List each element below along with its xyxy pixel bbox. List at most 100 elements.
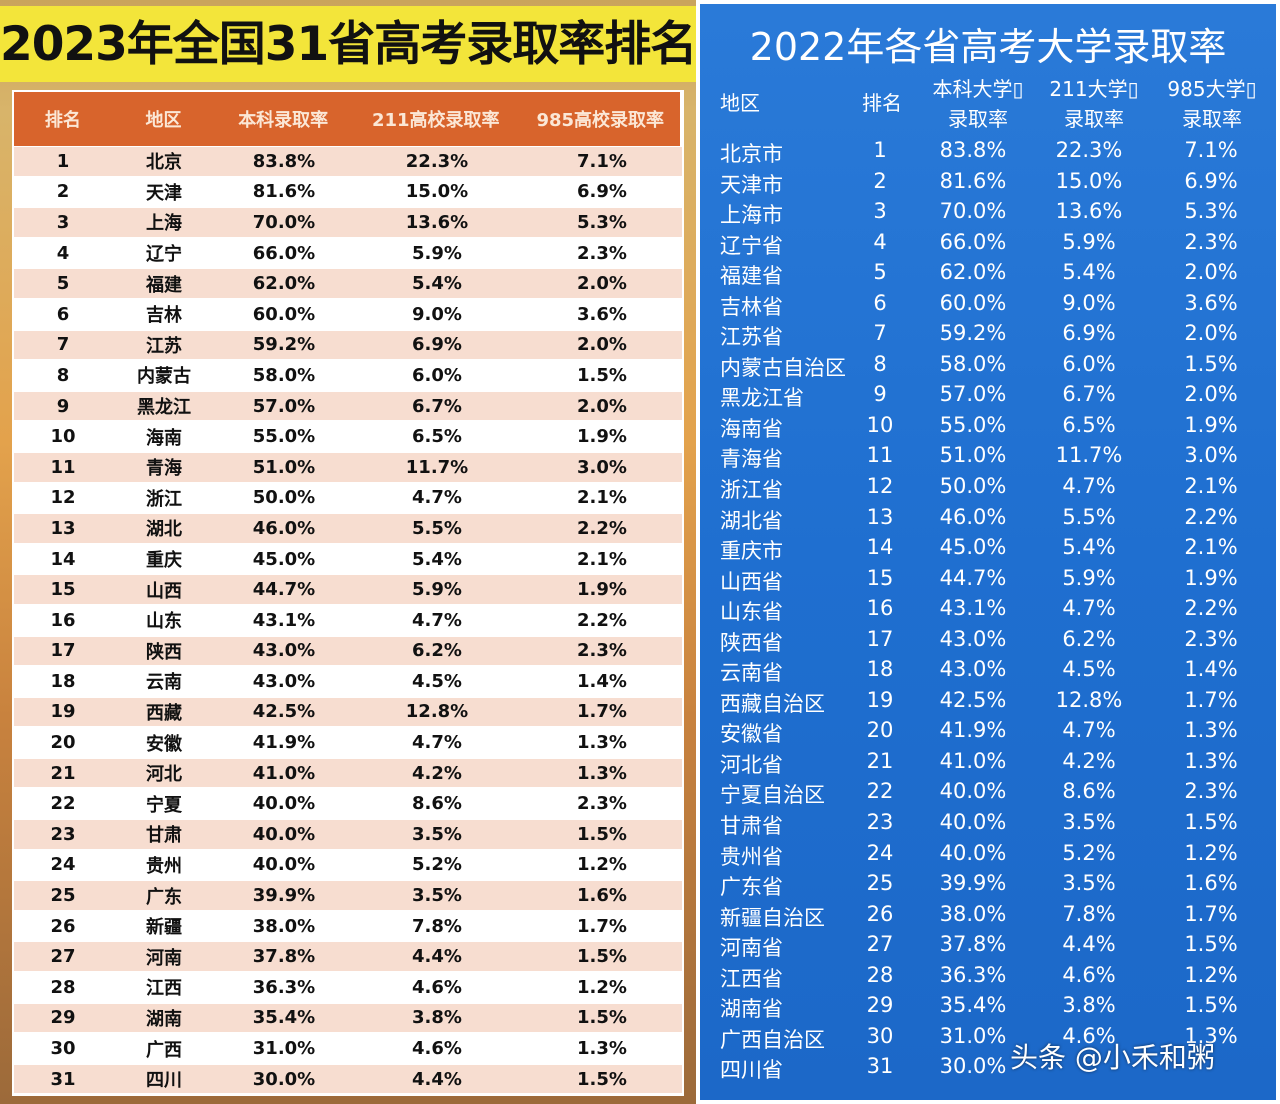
cell-bachelor-rate: 43.0% bbox=[939, 626, 1007, 651]
cell-region: 内蒙古自治区 bbox=[720, 355, 846, 380]
cell-rank: 2 bbox=[56, 181, 70, 203]
cell-region: 甘肃省 bbox=[720, 814, 783, 839]
cell-211-rate: 4.6% bbox=[412, 1038, 462, 1060]
cell-211-rate: 5.5% bbox=[412, 517, 462, 539]
table-row: 四川省 31 30.0% bbox=[700, 1052, 1276, 1083]
cell-rank: 7 bbox=[56, 334, 70, 356]
cell-985-rate: 1.3% bbox=[577, 732, 627, 754]
cell-region: 西藏自治区 bbox=[720, 691, 825, 716]
cell-bachelor-rate: 45.0% bbox=[939, 535, 1007, 560]
right-table-body: 北京市 1 83.8% 22.3% 7.1% 天津市 2 81.6% 15.0% 6.9% 上海市 3… bbox=[700, 136, 1276, 1083]
cell-region: 新疆自治区 bbox=[720, 905, 825, 930]
cell-bachelor-rate: 35.4% bbox=[939, 993, 1007, 1018]
table-row: 天津市 2 81.6% 15.0% 6.9% bbox=[700, 167, 1276, 198]
cell-bachelor-rate: 55.0% bbox=[939, 412, 1007, 437]
cell-rank: 21 bbox=[50, 762, 76, 784]
cell-rank: 21 bbox=[866, 748, 894, 773]
header-bachelor-line1: 本科大学▯ bbox=[932, 77, 1024, 101]
cell-rank: 9 bbox=[56, 395, 70, 417]
cell-region: 天津市 bbox=[720, 172, 783, 197]
cell-211-rate: 4.7% bbox=[412, 609, 462, 631]
table-row: 7 江苏 59.2% 6.9% 2.0% bbox=[14, 330, 682, 360]
table-row: 19 西藏 42.5% 12.8% 1.7% bbox=[14, 697, 682, 727]
table-row: 山西省 15 44.7% 5.9% 1.9% bbox=[700, 564, 1276, 595]
header-rank: 排名 bbox=[44, 110, 81, 131]
cell-211-rate: 4.7% bbox=[412, 732, 462, 754]
cell-985-rate: 1.2% bbox=[1184, 840, 1238, 865]
cell-211-rate: 9.0% bbox=[412, 303, 462, 325]
cell-region: 新疆 bbox=[146, 917, 182, 939]
cell-211-rate: 5.4% bbox=[1062, 260, 1116, 285]
cell-985-rate: 1.3% bbox=[1184, 718, 1238, 743]
cell-211-rate: 11.7% bbox=[405, 456, 469, 478]
cell-211-rate: 6.9% bbox=[412, 334, 462, 356]
cell-985-rate: 1.5% bbox=[577, 946, 627, 968]
table-row: 海南省 10 55.0% 6.5% 1.9% bbox=[700, 411, 1276, 442]
cell-985-rate: 1.9% bbox=[577, 579, 627, 601]
cell-bachelor-rate: 40.0% bbox=[939, 810, 1007, 835]
cell-985-rate: 2.1% bbox=[1184, 535, 1238, 560]
cell-985-rate: 2.2% bbox=[577, 517, 627, 539]
table-row: 20 安徽 41.9% 4.7% 1.3% bbox=[14, 728, 682, 757]
cell-region: 湖北 bbox=[146, 519, 182, 541]
cell-985-rate: 1.5% bbox=[577, 364, 627, 386]
table-row: 山东省 16 43.1% 4.7% 2.2% bbox=[700, 594, 1276, 625]
cell-bachelor-rate: 40.0% bbox=[252, 793, 316, 815]
cell-region: 贵州省 bbox=[720, 844, 783, 869]
cell-bachelor-rate: 43.1% bbox=[252, 609, 316, 631]
cell-rank: 28 bbox=[50, 976, 76, 998]
cell-rank: 27 bbox=[50, 946, 76, 968]
cell-rank: 14 bbox=[50, 548, 76, 570]
cell-211-rate: 6.2% bbox=[1062, 626, 1116, 651]
cell-211-rate: 4.5% bbox=[412, 670, 462, 692]
cell-bachelor-rate: 35.4% bbox=[252, 1007, 316, 1029]
header-rank: 排名 bbox=[862, 91, 902, 115]
table-row: 贵州省 24 40.0% 5.2% 1.2% bbox=[700, 839, 1276, 870]
cell-211-rate: 5.9% bbox=[1062, 229, 1116, 254]
cell-rank: 18 bbox=[50, 670, 76, 692]
cell-rank: 16 bbox=[50, 609, 76, 631]
cell-985-rate: 2.3% bbox=[1184, 779, 1238, 804]
cell-bachelor-rate: 41.9% bbox=[939, 718, 1007, 743]
table-row: 22 宁夏 40.0% 8.6% 2.3% bbox=[14, 789, 682, 819]
table-row: 4 辽宁 66.0% 5.9% 2.3% bbox=[14, 238, 682, 268]
cell-rank: 6 bbox=[56, 303, 70, 325]
cell-rank: 14 bbox=[866, 535, 894, 560]
cell-rank: 23 bbox=[866, 810, 894, 835]
cell-211-rate: 11.7% bbox=[1055, 443, 1123, 468]
cell-rank: 17 bbox=[866, 626, 894, 651]
cell-rank: 20 bbox=[866, 718, 894, 743]
left-title-bar bbox=[0, 6, 696, 82]
table-row: 3 上海 70.0% 13.6% 5.3% bbox=[14, 208, 682, 237]
cell-211-rate: 22.3% bbox=[405, 150, 469, 172]
table-row: 湖南省 29 35.4% 3.8% 1.5% bbox=[700, 991, 1276, 1022]
cell-985-rate: 6.9% bbox=[577, 181, 627, 203]
cell-985-rate: 5.3% bbox=[1184, 199, 1238, 224]
cell-rank: 30 bbox=[50, 1038, 76, 1060]
cell-211-rate: 5.9% bbox=[412, 579, 462, 601]
table-row: 陕西省 17 43.0% 6.2% 2.3% bbox=[700, 625, 1276, 656]
cell-rank: 16 bbox=[866, 596, 894, 621]
cell-211-rate: 4.7% bbox=[1062, 596, 1116, 621]
cell-rank: 11 bbox=[50, 456, 76, 478]
cell-bachelor-rate: 41.0% bbox=[939, 748, 1007, 773]
table-row: 15 山西 44.7% 5.9% 1.9% bbox=[14, 575, 682, 604]
cell-985-rate: 2.0% bbox=[1184, 382, 1238, 407]
cell-rank: 5 bbox=[873, 260, 887, 285]
cell-region: 天津 bbox=[146, 182, 182, 204]
table-row: 浙江省 12 50.0% 4.7% 2.1% bbox=[700, 472, 1276, 503]
cell-rank: 10 bbox=[866, 412, 894, 437]
cell-region: 湖北省 bbox=[720, 508, 783, 533]
cell-rank: 3 bbox=[56, 211, 70, 233]
cell-rank: 24 bbox=[866, 840, 894, 865]
cell-985-rate: 2.1% bbox=[577, 548, 627, 570]
table-row: 甘肃省 23 40.0% 3.5% 1.5% bbox=[700, 808, 1276, 839]
table-row: 30 广西 31.0% 4.6% 1.3% bbox=[14, 1034, 682, 1063]
cell-211-rate: 6.0% bbox=[1062, 351, 1116, 376]
cell-bachelor-rate: 40.0% bbox=[939, 779, 1007, 804]
cell-region: 山东 bbox=[146, 611, 182, 633]
cell-rank: 19 bbox=[866, 687, 894, 712]
cell-bachelor-rate: 38.0% bbox=[252, 915, 316, 937]
cell-985-rate: 2.0% bbox=[577, 395, 627, 417]
cell-bachelor-rate: 50.0% bbox=[939, 474, 1007, 499]
